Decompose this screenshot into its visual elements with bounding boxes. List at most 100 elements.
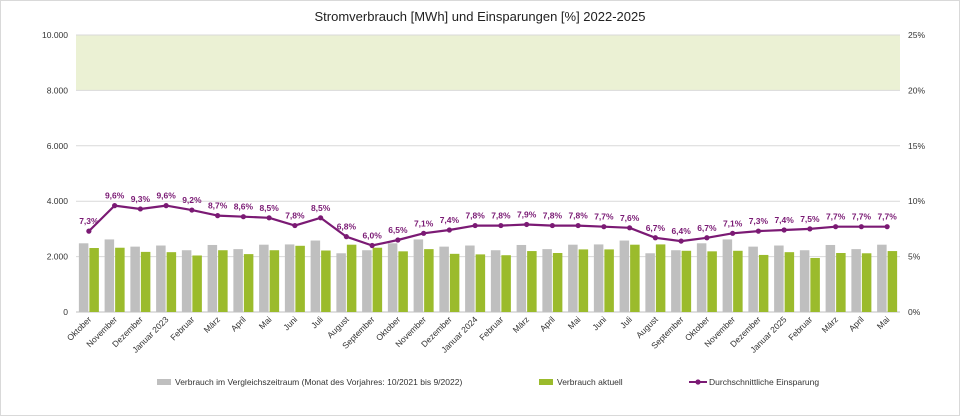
bar-current <box>733 250 743 312</box>
savings-data-label: 7,5% <box>800 214 820 224</box>
savings-data-label: 8,5% <box>259 203 279 213</box>
bar-previous <box>233 249 243 312</box>
savings-point <box>652 235 658 241</box>
bar-previous <box>799 250 810 312</box>
right-tick-label: 10% <box>908 196 925 206</box>
bar-previous <box>413 239 424 312</box>
bar-current <box>578 249 589 312</box>
savings-data-label: 8,6% <box>234 202 254 212</box>
bar-previous <box>310 240 321 312</box>
savings-data-label: 9,6% <box>105 191 125 201</box>
chart-title: Stromverbrauch [MWh] und Einsparungen [%… <box>315 9 646 24</box>
bar-current <box>810 257 820 312</box>
bar-previous <box>774 245 784 312</box>
legend-swatch <box>157 379 171 385</box>
bar-previous <box>851 249 861 312</box>
bar-previous <box>825 244 836 312</box>
bar-previous <box>78 243 89 312</box>
savings-point <box>781 227 787 233</box>
savings-data-label: 6,8% <box>337 222 357 232</box>
savings-data-label: 7,7% <box>852 212 872 222</box>
right-tick-label: 25% <box>908 30 925 40</box>
bar-current <box>604 249 614 312</box>
bar-previous <box>465 245 475 312</box>
savings-point <box>318 215 324 221</box>
savings-point <box>472 222 478 229</box>
bar-previous <box>156 245 166 312</box>
savings-point <box>369 242 375 249</box>
highlight-band-rect <box>76 35 900 91</box>
savings-point <box>755 228 761 234</box>
x-tick-label: Februar <box>168 314 196 342</box>
x-tick-label: April <box>847 314 866 333</box>
bar-current <box>758 254 769 312</box>
savings-point <box>549 222 555 229</box>
left-tick-label: 10.000 <box>42 30 68 40</box>
x-tick-label: Februar <box>786 314 814 342</box>
bars <box>78 239 898 312</box>
bar-previous <box>516 244 527 312</box>
savings-data-label: 9,6% <box>156 191 176 201</box>
legend-label: Verbrauch im Vergleichszeitraum (Monat d… <box>175 377 462 387</box>
savings-data-label: 7,3% <box>749 216 769 226</box>
savings-data-label: 7,3% <box>79 216 99 226</box>
savings-data-label: 7,8% <box>491 211 511 221</box>
bar-current <box>295 245 305 312</box>
x-tick-label: März <box>202 314 222 334</box>
savings-data-label: 6,5% <box>388 225 408 235</box>
x-tick-label: Mai <box>257 314 274 331</box>
x-tick-label: April <box>538 314 557 333</box>
bar-current <box>346 244 357 312</box>
savings-data-label: 6,4% <box>671 226 691 236</box>
bar-current <box>192 255 202 312</box>
bar-current <box>218 250 228 312</box>
bar-current <box>115 247 125 312</box>
savings-point <box>807 226 813 232</box>
savings-data-label: 7,4% <box>774 215 794 225</box>
x-tick-label: März <box>511 314 531 334</box>
savings-point <box>395 237 401 243</box>
bar-previous <box>130 246 140 312</box>
savings-data-label: 9,3% <box>131 194 151 204</box>
left-tick-label: 6.000 <box>47 141 69 151</box>
bar-previous <box>722 239 733 312</box>
bar-current <box>784 252 795 312</box>
bar-current <box>887 251 898 312</box>
bar-previous <box>490 250 501 312</box>
savings-point <box>601 224 607 230</box>
bar-current <box>398 251 408 312</box>
savings-point <box>858 224 864 230</box>
bar-current <box>424 249 434 312</box>
bar-current <box>166 252 177 312</box>
savings-data-label: 7,7% <box>594 212 614 222</box>
highlight-band <box>76 35 900 91</box>
bar-previous <box>542 249 552 312</box>
bar-previous <box>671 250 681 312</box>
savings-data-label: 7,1% <box>414 218 434 228</box>
left-tick-label: 8.000 <box>47 85 69 95</box>
savings-data-label: 8,7% <box>208 201 228 211</box>
bar-previous <box>336 253 346 312</box>
bar-previous <box>568 244 578 312</box>
right-tick-label: 20% <box>908 85 925 95</box>
bar-current <box>501 255 511 312</box>
savings-point <box>833 224 839 230</box>
savings-data-label: 7,8% <box>568 211 588 221</box>
savings-data-label: 7,8% <box>465 211 485 221</box>
bar-current <box>321 250 331 312</box>
savings-point <box>137 206 143 212</box>
bar-current <box>140 251 151 312</box>
legend-marker <box>695 379 701 385</box>
bar-current <box>449 253 460 312</box>
left-tick-label: 0 <box>63 307 68 317</box>
bar-previous <box>748 246 758 312</box>
savings-data-label: 6,0% <box>362 231 382 241</box>
bar-previous <box>619 240 630 312</box>
bar-current <box>707 251 717 312</box>
savings-point <box>266 215 272 221</box>
savings-point <box>112 203 118 209</box>
legend: Verbrauch im Vergleichszeitraum (Monat d… <box>157 377 819 387</box>
bar-current <box>527 251 537 312</box>
bar-previous <box>207 244 218 312</box>
